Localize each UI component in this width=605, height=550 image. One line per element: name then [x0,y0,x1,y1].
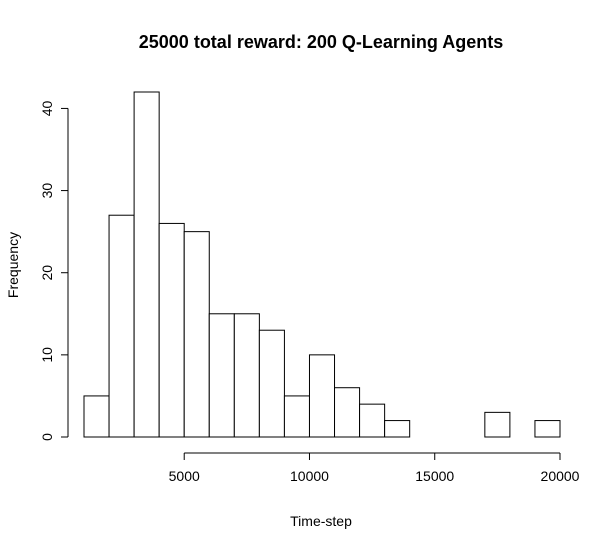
histogram-bar [208,313,235,438]
histogram-bar [83,395,110,438]
y-axis-label: Frequency [5,232,21,298]
histogram-bar [233,313,260,438]
histogram-bar [158,222,185,438]
histogram-bar [384,420,411,438]
y-tick-label: 0 [39,433,55,441]
histogram-bar [484,411,511,438]
x-axis-label: Time-step [290,513,352,529]
histogram-bar [334,387,361,438]
histogram-bars [83,91,561,438]
chart-title: 25000 total reward: 200 Q-Learning Agent… [139,32,503,52]
x-axis-ticks: 5000 10000 15000 20000 [169,453,580,484]
x-tick-label: 5000 [169,468,200,484]
x-tick-label: 10000 [290,468,329,484]
histogram-bar [108,214,135,438]
y-tick-label: 30 [39,183,55,199]
x-tick-label: 20000 [541,468,580,484]
histogram-bar [258,329,285,438]
histogram-bar [283,395,310,438]
histogram-bar [359,403,386,438]
histogram-bar [133,91,160,438]
histogram-bar [534,420,561,438]
histogram-bar [308,354,336,438]
y-tick-label: 10 [39,347,55,363]
y-tick-label: 20 [39,265,55,281]
x-tick-label: 15000 [415,468,454,484]
y-tick-label: 40 [39,100,55,116]
y-axis-ticks: 0 10 20 30 40 [39,100,68,441]
histogram-bar [183,231,210,438]
